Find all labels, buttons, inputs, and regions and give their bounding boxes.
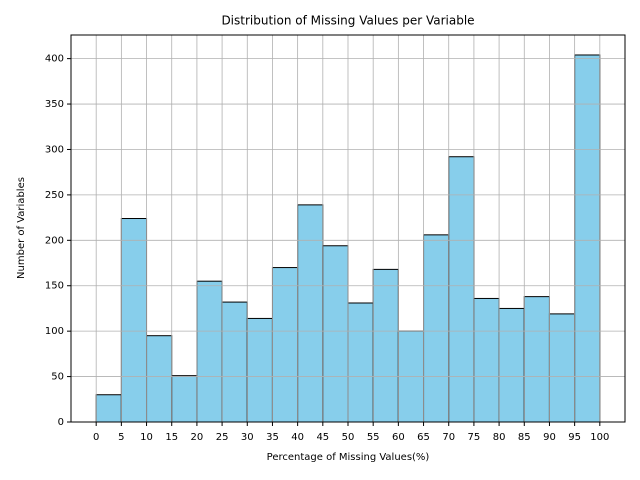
y-tick-label: 50 [51,372,64,383]
bar [271,267,299,423]
x-tick-label: 20 [191,432,204,443]
bar [246,317,273,423]
x-tick-label: 90 [543,432,556,443]
x-tick-label: 10 [140,432,153,443]
bar [523,296,550,423]
x-tick-label: 80 [493,432,506,443]
bar [498,307,525,423]
y-tick-label: 100 [45,326,64,337]
x-tick-label: 65 [417,432,430,443]
x-tick-label: 40 [291,432,304,443]
bar [347,302,374,423]
y-tick-label: 200 [45,235,64,246]
y-tick-label: 350 [45,99,64,110]
y-tick-label: 400 [45,54,64,65]
x-axis-label: Percentage of Missing Values(%) [267,452,430,463]
y-tick-label: 0 [58,417,64,428]
x-tick-label: 100 [590,432,609,443]
x-tick-label: 35 [266,432,279,443]
bar [95,394,122,423]
y-tick-label: 300 [45,144,64,155]
bar [196,280,223,423]
bar [221,301,248,423]
bar [448,156,475,423]
x-tick-label: 70 [442,432,455,443]
bar [171,375,198,423]
bar [574,54,601,423]
bar [423,234,450,423]
bar [473,297,500,423]
bar [322,245,349,423]
x-tick-label: 60 [392,432,405,443]
x-tick-label: 15 [165,432,178,443]
chart-title: Distribution of Missing Values per Varia… [221,14,474,28]
x-tick-label: 50 [342,432,355,443]
bar [146,335,173,423]
y-axis-label: Number of Variables [16,177,27,279]
bar [297,204,324,423]
x-tick-label: 75 [468,432,481,443]
x-tick-label: 30 [241,432,254,443]
bar [548,313,576,423]
bar [372,268,399,423]
y-tick-label: 250 [45,190,64,201]
x-tick-label: 55 [367,432,380,443]
x-tick-label: 95 [568,432,581,443]
y-tick-label: 150 [45,281,64,292]
bar [120,218,148,423]
x-tick-label: 85 [518,432,531,443]
x-tick-label: 45 [316,432,329,443]
x-tick-label: 0 [93,432,99,443]
x-tick-label: 5 [118,432,124,443]
x-tick-label: 25 [216,432,229,443]
plot-frame [70,34,626,423]
